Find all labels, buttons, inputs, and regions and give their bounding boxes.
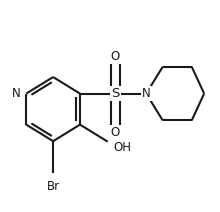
Text: N: N (11, 87, 20, 100)
Text: N: N (142, 87, 150, 100)
Text: O: O (110, 50, 120, 63)
Text: Br: Br (47, 180, 60, 194)
Text: O: O (110, 126, 120, 139)
Text: S: S (111, 87, 119, 100)
Text: OH: OH (113, 141, 131, 154)
